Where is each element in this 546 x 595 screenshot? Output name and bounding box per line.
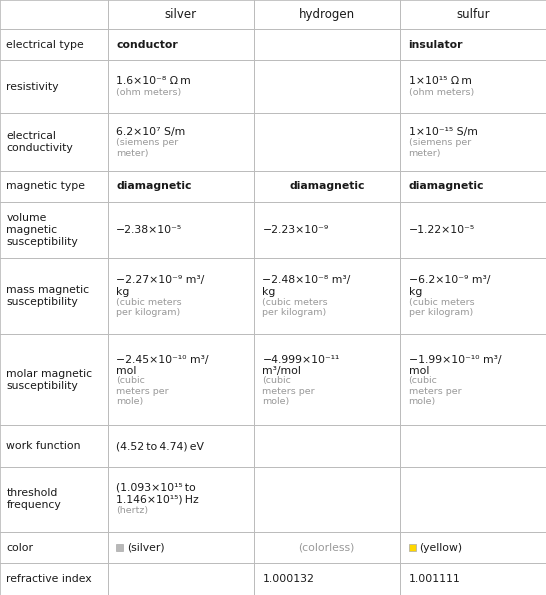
Bar — [116, 544, 123, 551]
Text: work function: work function — [7, 441, 81, 451]
Text: 1.001111: 1.001111 — [408, 574, 460, 584]
Text: (cubic
meters per
mole): (cubic meters per mole) — [408, 376, 461, 406]
Text: −2.48×10⁻⁸ m³/
kg: −2.48×10⁻⁸ m³/ kg — [263, 275, 351, 297]
Text: (1.093×10¹⁵ to
1.146×10¹⁵) Hz: (1.093×10¹⁵ to 1.146×10¹⁵) Hz — [116, 483, 199, 505]
Text: diamagnetic: diamagnetic — [408, 181, 484, 192]
Text: (ohm meters): (ohm meters) — [116, 88, 182, 97]
Text: diamagnetic: diamagnetic — [116, 181, 192, 192]
Text: (cubic meters
per kilogram): (cubic meters per kilogram) — [408, 298, 474, 317]
Text: electrical type: electrical type — [7, 39, 84, 49]
Text: 1.000132: 1.000132 — [263, 574, 314, 584]
Text: (ohm meters): (ohm meters) — [408, 88, 474, 97]
Text: color: color — [7, 543, 33, 553]
Text: −2.38×10⁻⁵: −2.38×10⁻⁵ — [116, 225, 182, 235]
Text: 6.2×10⁷ S/m: 6.2×10⁷ S/m — [116, 127, 186, 137]
Text: −2.27×10⁻⁹ m³/
kg: −2.27×10⁻⁹ m³/ kg — [116, 275, 205, 297]
Text: (colorless): (colorless) — [299, 543, 355, 553]
Text: diamagnetic: diamagnetic — [289, 181, 365, 192]
Text: molar magnetic
susceptibility: molar magnetic susceptibility — [7, 369, 93, 391]
Text: (siemens per
meter): (siemens per meter) — [116, 138, 179, 158]
Text: 1×10⁻¹⁵ S/m: 1×10⁻¹⁵ S/m — [408, 127, 478, 137]
Text: (siemens per
meter): (siemens per meter) — [408, 138, 471, 158]
Text: (cubic
meters per
mole): (cubic meters per mole) — [263, 376, 315, 406]
Bar — [408, 544, 416, 551]
Text: resistivity: resistivity — [7, 82, 59, 92]
Text: sulfur: sulfur — [456, 8, 490, 21]
Text: (4.52 to 4.74) eV: (4.52 to 4.74) eV — [116, 441, 204, 451]
Text: conductor: conductor — [116, 39, 178, 49]
Text: (hertz): (hertz) — [116, 506, 149, 515]
Text: (silver): (silver) — [127, 543, 165, 553]
Text: magnetic type: magnetic type — [7, 181, 86, 192]
Text: silver: silver — [164, 8, 197, 21]
Text: (cubic
meters per
mole): (cubic meters per mole) — [116, 376, 169, 406]
Text: 1.6×10⁻⁸ Ω m: 1.6×10⁻⁸ Ω m — [116, 76, 191, 86]
Text: (cubic meters
per kilogram): (cubic meters per kilogram) — [116, 298, 182, 317]
Text: (yellow): (yellow) — [420, 543, 463, 553]
Text: −1.99×10⁻¹⁰ m³/
mol: −1.99×10⁻¹⁰ m³/ mol — [408, 355, 501, 377]
Text: electrical
conductivity: electrical conductivity — [7, 131, 73, 152]
Text: hydrogen: hydrogen — [299, 8, 355, 21]
Text: insulator: insulator — [408, 39, 463, 49]
Text: (cubic meters
per kilogram): (cubic meters per kilogram) — [263, 298, 328, 317]
Text: −2.45×10⁻¹⁰ m³/
mol: −2.45×10⁻¹⁰ m³/ mol — [116, 355, 209, 377]
Text: volume
magnetic
susceptibility: volume magnetic susceptibility — [7, 214, 78, 246]
Text: threshold
frequency: threshold frequency — [7, 488, 61, 510]
Text: −6.2×10⁻⁹ m³/
kg: −6.2×10⁻⁹ m³/ kg — [408, 275, 490, 297]
Text: mass magnetic
susceptibility: mass magnetic susceptibility — [7, 285, 90, 307]
Text: refractive index: refractive index — [7, 574, 92, 584]
Text: −1.22×10⁻⁵: −1.22×10⁻⁵ — [408, 225, 474, 235]
Text: −4.999×10⁻¹¹
m³/mol: −4.999×10⁻¹¹ m³/mol — [263, 355, 340, 377]
Text: 1×10¹⁵ Ω m: 1×10¹⁵ Ω m — [408, 76, 472, 86]
Text: −2.23×10⁻⁹: −2.23×10⁻⁹ — [263, 225, 329, 235]
